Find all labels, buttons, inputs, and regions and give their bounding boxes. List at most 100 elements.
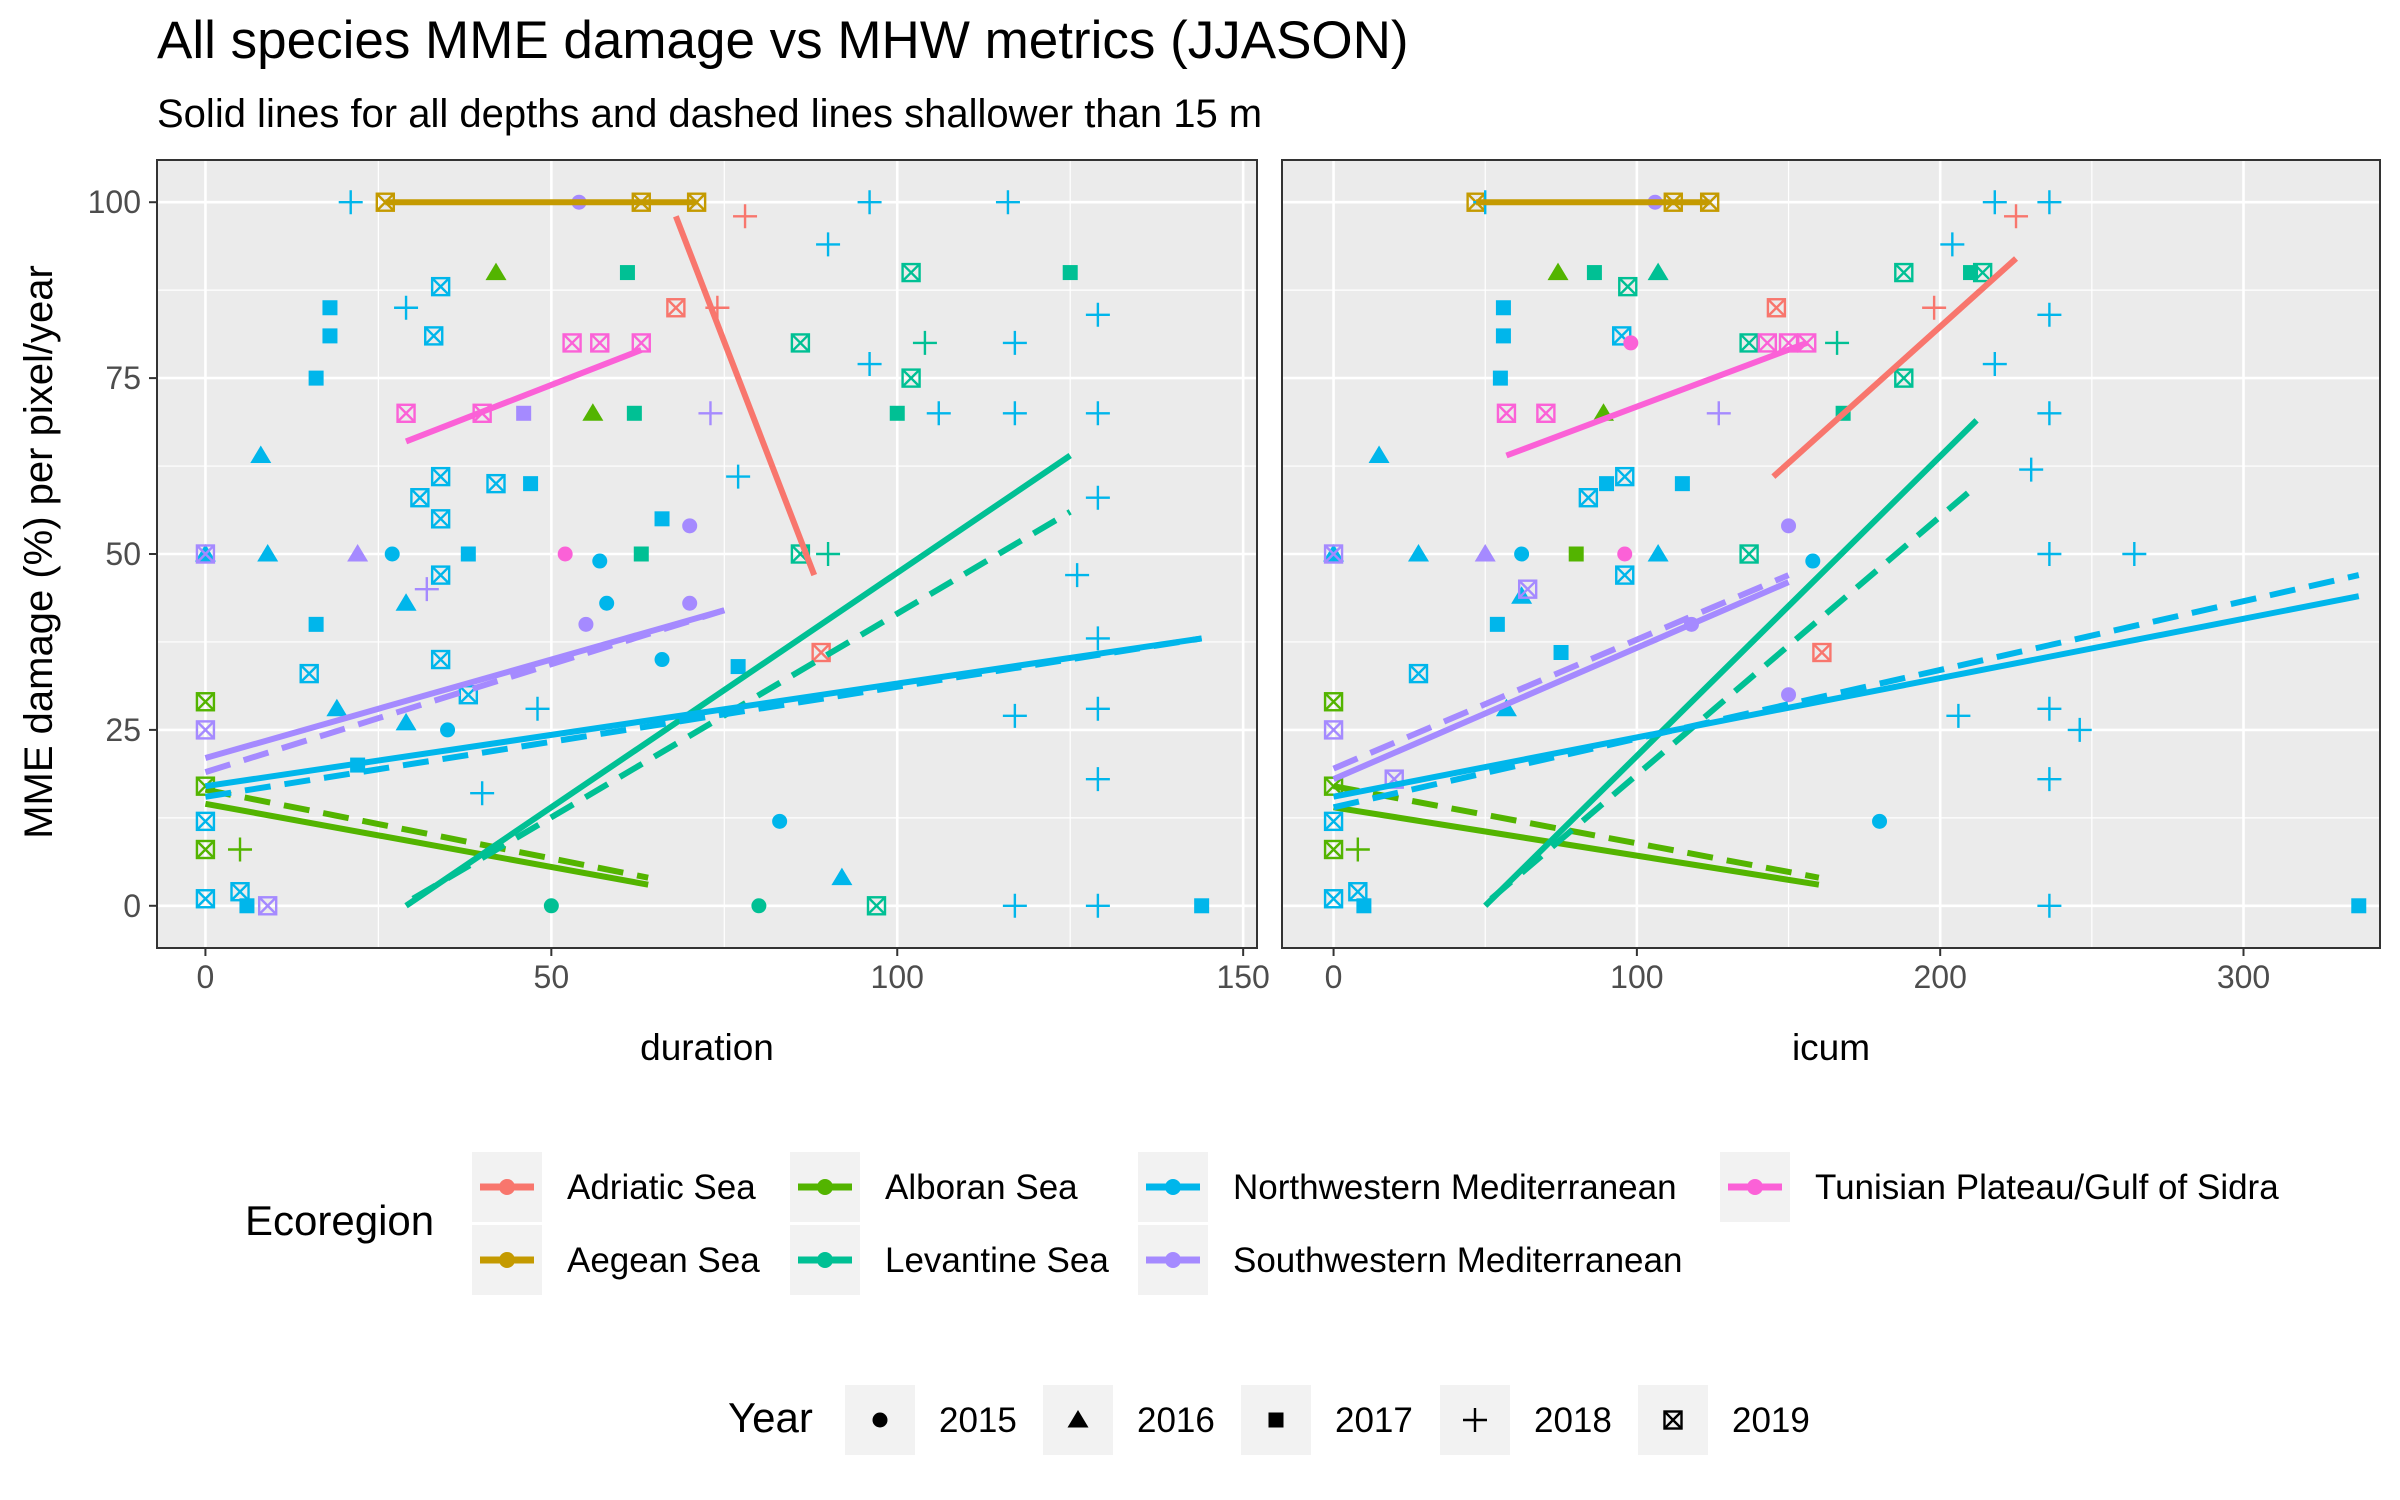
data-point (1323, 720, 1344, 740)
data-point (1805, 553, 1821, 569)
data-point (396, 403, 416, 423)
year-legend-label: 2017 (1335, 1401, 1413, 1440)
data-point (195, 544, 216, 564)
data-point (1972, 262, 1993, 283)
data-point (866, 896, 887, 916)
y-tick-label: 100 (88, 184, 141, 220)
trend-line-solid (204, 800, 649, 888)
data-point (2067, 717, 2092, 742)
data-point (1356, 898, 1372, 914)
trend-line-solid (1332, 579, 1790, 782)
data-point (599, 595, 615, 611)
data-point (2037, 767, 2062, 792)
data-point (195, 839, 216, 860)
data-point (995, 190, 1020, 215)
data-point (430, 276, 451, 297)
data-point (1085, 893, 1110, 918)
data-point (1407, 544, 1429, 562)
chart-title: All species MME damage vs MHW metrics (J… (157, 11, 1409, 70)
data-point (338, 190, 363, 215)
data-point (440, 722, 456, 738)
data-point (790, 333, 811, 353)
data-point (1489, 616, 1505, 632)
y-tick-label: 75 (105, 360, 141, 396)
data-point (2037, 542, 2062, 566)
y-axis-title: MME damage (%) per pixel/year (17, 265, 61, 839)
ecoregion-legend-item: Southwestern Mediterranean (1138, 1225, 1682, 1295)
ecoregion-legend-item: Levantine Sea (790, 1225, 1109, 1295)
data-point (395, 593, 417, 611)
data-point (430, 509, 451, 529)
data-point (308, 370, 324, 386)
data-point (2037, 190, 2062, 215)
legend-key-dot (1747, 1179, 1763, 1195)
data-point (733, 204, 758, 229)
x-axis-title: duration (640, 1027, 774, 1068)
data-point (195, 720, 216, 740)
x-tick-label: 300 (2217, 959, 2270, 995)
trend-line-solid (1333, 804, 1820, 888)
data-point (1323, 839, 1344, 860)
trend-line-solid (673, 215, 818, 577)
data-point (2351, 898, 2367, 914)
legend-key-dot (1165, 1252, 1181, 1268)
data-point (1618, 276, 1638, 297)
data-point (726, 464, 751, 489)
data-point (901, 262, 921, 283)
x-tick-label: 100 (1610, 959, 1663, 995)
data-point (257, 896, 278, 916)
ecoregion-legend-label: Aegean Sea (567, 1241, 760, 1280)
data-point (516, 405, 532, 421)
trend-line-solid (1483, 418, 1979, 908)
data-point (410, 488, 430, 508)
year-legend-item: 2015 (845, 1385, 1017, 1455)
trend-lines-layer (204, 199, 1203, 909)
data-point (1474, 544, 1496, 562)
ecoregion-legend-label: Alboran Sea (885, 1168, 1078, 1207)
legend-key-shape (1268, 1412, 1284, 1428)
y-tick-label: 50 (105, 536, 141, 572)
data-point (1894, 262, 1914, 283)
data-point (582, 403, 604, 421)
data-point (816, 542, 841, 566)
data-point (1647, 262, 1669, 281)
data-point (250, 445, 272, 463)
data-point (1496, 403, 1517, 423)
data-point (1002, 703, 1027, 728)
data-point (228, 837, 253, 862)
data-point (430, 649, 451, 670)
data-point (1982, 190, 2007, 215)
data-point (1323, 889, 1344, 909)
trend-line-solid (1771, 256, 2019, 479)
data-point (1647, 544, 1669, 562)
year-legend-label: 2019 (1732, 1401, 1810, 1440)
data-point (1781, 687, 1797, 703)
data-point (1872, 813, 1888, 829)
data-point (1674, 476, 1690, 492)
year-legend-label: 2016 (1137, 1401, 1215, 1440)
data-point (1547, 262, 1569, 281)
data-point (1615, 466, 1635, 487)
data-point (626, 405, 642, 421)
ecoregion-legend-label: Adriatic Sea (567, 1168, 756, 1207)
trend-line-dashed (1333, 783, 1820, 881)
data-point (1514, 546, 1530, 562)
legend-key-shape (1067, 1410, 1089, 1428)
data-point (1085, 485, 1110, 510)
data-point (414, 577, 439, 602)
panel-duration: 0 50 100 150 0 25 50 75 100 duration (88, 159, 1270, 1068)
data-point (543, 898, 559, 914)
data-point (1578, 488, 1599, 508)
data-point (730, 659, 746, 675)
data-point (1495, 300, 1511, 316)
data-point (857, 352, 882, 377)
data-point (1894, 368, 1914, 388)
ecoregion-legend: Ecoregion Adriatic Sea Aegean Sea Alboran … (245, 1152, 2279, 1295)
data-point (1553, 645, 1569, 660)
data-point (1002, 330, 1027, 355)
data-point (1492, 370, 1508, 386)
ecoregion-legend-label: Southwestern Mediterranean (1233, 1241, 1682, 1280)
ecoregion-legend-label: Tunisian Plateau/Gulf of Sidra (1815, 1168, 2279, 1207)
x-tick-label: 50 (534, 959, 570, 995)
data-point (394, 295, 419, 320)
